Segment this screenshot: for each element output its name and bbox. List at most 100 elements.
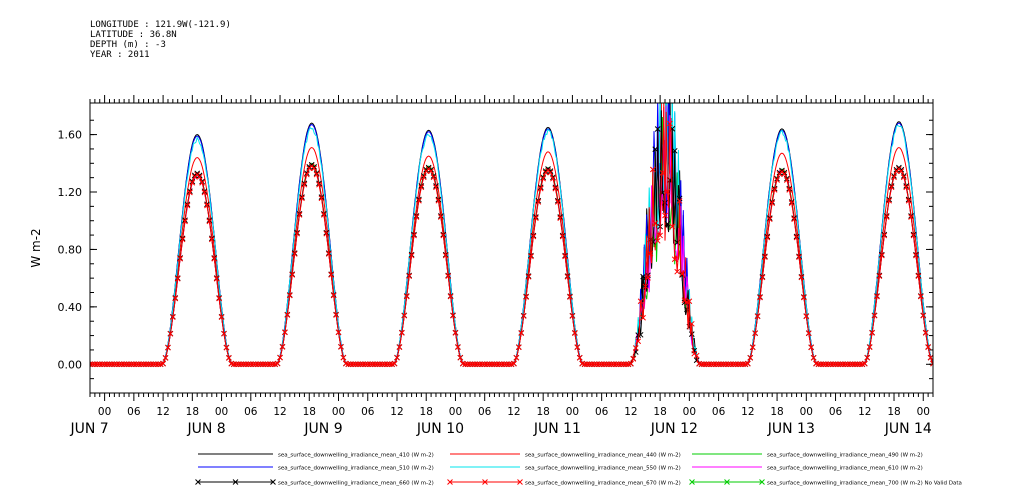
- series-marker: [676, 198, 683, 204]
- x-day-label: JUN 14: [884, 421, 932, 437]
- y-tick-label: 0.80: [58, 243, 83, 256]
- series-marker: [803, 313, 810, 320]
- x-hour-label: 06: [127, 406, 141, 418]
- x-axis: 00 06 12 18 00 06 12 18 00 06 12 18 00 06 12 18 00 06 12 18…: [70, 95, 934, 437]
- series-marker: [167, 330, 174, 337]
- series-marker: [886, 197, 892, 204]
- x-hour-label: 12: [507, 406, 520, 418]
- x-day-label: JUN 8: [186, 421, 225, 437]
- series-marker: [255, 361, 261, 368]
- series-marker: [552, 185, 559, 192]
- series-marker: [667, 120, 673, 127]
- series-line: [90, 110, 933, 365]
- x-hour-label: 00: [215, 406, 228, 418]
- year-label: YEAR : 2011: [90, 50, 150, 60]
- series-marker: [513, 354, 520, 361]
- series-marker: [727, 361, 734, 368]
- series-marker: [920, 312, 927, 319]
- series-marker: [891, 174, 897, 181]
- series-marker: [730, 361, 737, 368]
- series-marker: [576, 354, 583, 361]
- series-marker: [903, 184, 910, 191]
- series-marker: [876, 273, 883, 280]
- series-marker: [357, 361, 364, 368]
- series-marker: [216, 295, 222, 302]
- series-marker: [299, 195, 305, 202]
- x-hour-label: 12: [390, 406, 403, 418]
- legend-marker: [195, 479, 201, 485]
- x-day-label: JUN 7: [70, 421, 109, 437]
- series-marker: [204, 202, 210, 209]
- series-marker: [662, 212, 668, 219]
- series-marker: [486, 361, 493, 368]
- x-hour-label: 06: [361, 406, 375, 418]
- series-marker: [379, 361, 386, 368]
- series-marker: [525, 273, 532, 280]
- x-hour-label: 18: [303, 406, 316, 418]
- series-marker: [618, 361, 624, 368]
- series-marker: [316, 181, 322, 188]
- x-hour-label: 18: [887, 406, 900, 418]
- series-marker: [111, 361, 118, 368]
- series-marker: [822, 361, 829, 368]
- series-marker: [123, 361, 130, 368]
- series-marker: [681, 297, 688, 304]
- series-marker: [586, 361, 593, 368]
- series-marker: [257, 361, 264, 368]
- series-marker: [143, 361, 149, 368]
- series-marker: [435, 197, 442, 204]
- series-marker: [294, 230, 300, 237]
- series-marker: [584, 361, 590, 368]
- series-marker: [128, 361, 135, 368]
- series-marker: [628, 360, 634, 367]
- series-marker: [708, 361, 715, 368]
- series-marker: [839, 361, 846, 368]
- series-marker: [530, 233, 537, 240]
- series-marker: [247, 361, 254, 368]
- series-marker: [347, 361, 354, 368]
- x-hour-label: 06: [478, 406, 492, 418]
- series-marker: [645, 275, 651, 281]
- series-marker: [749, 344, 756, 351]
- series-marker: [620, 361, 627, 368]
- legend-label: sea_surface_downwelling_irradiance_mean_…: [525, 466, 681, 472]
- series-marker: [550, 175, 556, 182]
- series-marker: [472, 361, 478, 368]
- series-marker: [367, 361, 374, 368]
- series-marker: [223, 344, 230, 351]
- series-marker: [481, 361, 488, 368]
- series-marker: [744, 360, 751, 367]
- series-marker: [437, 214, 444, 220]
- series-marker: [494, 361, 500, 368]
- series-marker: [881, 232, 888, 239]
- series-marker: [713, 361, 720, 368]
- series-marker: [148, 361, 154, 368]
- series-marker: [430, 174, 437, 181]
- series-marker: [177, 255, 184, 262]
- series-marker: [150, 361, 157, 368]
- series-marker: [420, 174, 427, 181]
- series-marker: [428, 168, 434, 174]
- series-marker: [474, 361, 481, 368]
- x-hour-label: 12: [858, 406, 871, 418]
- series-marker: [671, 147, 678, 154]
- legend-label: sea_surface_downwelling_irradiance_mean_…: [767, 453, 923, 459]
- y-axis-label: W m-2: [29, 228, 43, 267]
- series-marker: [581, 361, 588, 368]
- series-marker: [515, 344, 522, 351]
- series-marker: [898, 168, 905, 174]
- series-marker: [113, 361, 120, 368]
- series-marker: [109, 361, 115, 368]
- series-marker: [601, 361, 607, 368]
- series-line: [90, 105, 933, 365]
- series-marker: [888, 184, 895, 191]
- series-marker: [635, 338, 642, 345]
- series-marker: [233, 361, 240, 368]
- series-marker: [394, 354, 400, 361]
- series-marker: [211, 255, 218, 262]
- series-marker: [528, 253, 534, 260]
- series-marker: [869, 330, 875, 336]
- legend-marker: [724, 479, 730, 485]
- series-marker: [335, 329, 342, 336]
- x-hour-label: 12: [156, 406, 169, 418]
